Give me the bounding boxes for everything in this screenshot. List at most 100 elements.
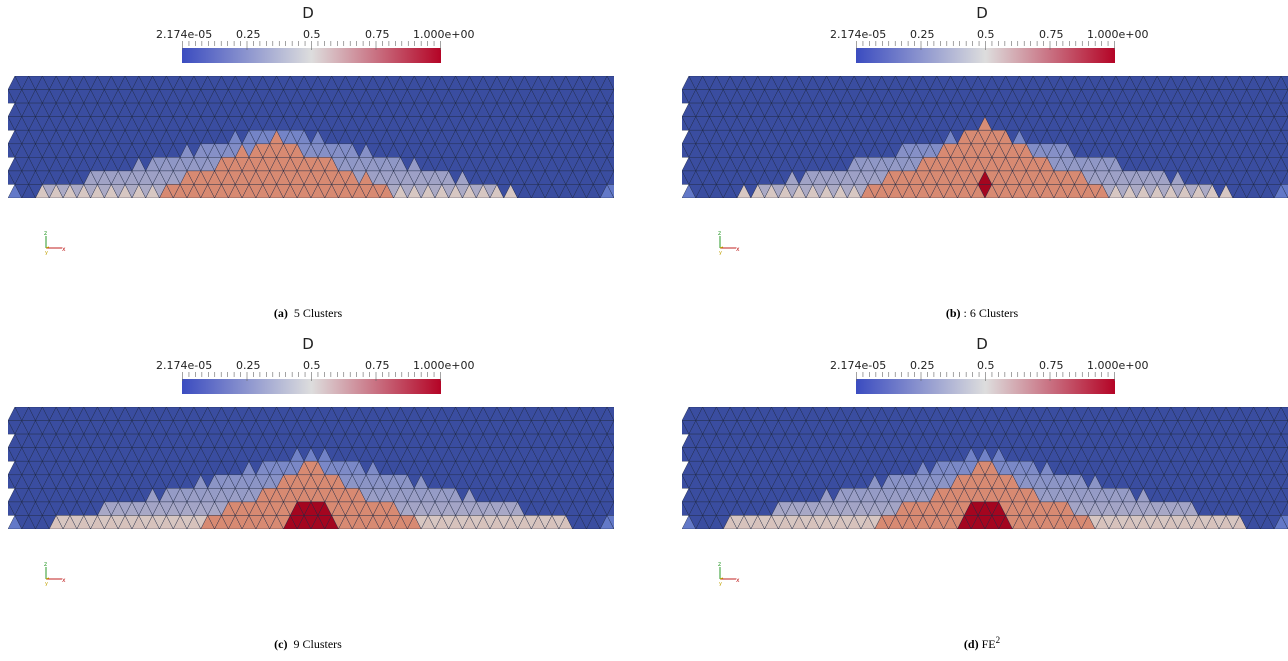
x-axis-label: x <box>736 246 740 253</box>
colorbar-tick-025: 0.25 <box>236 359 261 372</box>
colorbar-title: D <box>302 335 314 353</box>
mesh-element <box>606 420 614 435</box>
y-axis-line <box>719 577 724 580</box>
mesh-element <box>1280 157 1288 172</box>
mesh-element <box>606 488 614 503</box>
mesh-element <box>1280 130 1288 145</box>
colorbar-tick-075: 0.75 <box>1039 28 1064 41</box>
mesh-element <box>606 76 614 91</box>
colorbar <box>182 372 441 394</box>
colorbar-tick-075: 0.75 <box>1039 359 1064 372</box>
mesh-element <box>606 116 614 131</box>
colorbar-tick-05: 0.5 <box>303 28 321 41</box>
mesh-element <box>1280 474 1288 489</box>
colorbar-title: D <box>976 335 988 353</box>
caption-label: (d) <box>963 637 979 651</box>
colorbar-tick-025: 0.25 <box>910 359 935 372</box>
z-axis-label: z <box>718 230 721 237</box>
colorbar-gradient <box>182 379 441 394</box>
mesh-element <box>1280 102 1288 118</box>
colorbar-tick-05: 0.5 <box>977 28 995 41</box>
mesh-element <box>1280 515 1288 529</box>
y-axis-line <box>719 246 724 249</box>
mesh-element <box>1280 184 1288 198</box>
colorbar-tick-075: 0.75 <box>365 28 390 41</box>
colorbar-gradient <box>856 379 1115 394</box>
mesh-element <box>606 157 614 172</box>
panel-caption: (c) 9 Clusters <box>8 635 608 652</box>
colorbar-tick-min: 2.174e-05 <box>156 28 213 41</box>
y-axis-line <box>45 577 50 580</box>
caption-label: (c) <box>274 637 288 651</box>
axes-orientation-icon: z y x <box>44 230 66 256</box>
damage-mesh-plot <box>682 76 1288 198</box>
mesh-element <box>1280 488 1288 503</box>
mesh-element <box>1280 143 1288 158</box>
colorbar-title: D <box>976 4 988 22</box>
mesh-element <box>1280 89 1288 104</box>
caption-sup: 2 <box>995 635 1001 645</box>
colorbar-title: D <box>302 4 314 22</box>
colorbar <box>182 41 441 63</box>
mesh-element <box>606 102 614 118</box>
colorbar <box>856 41 1115 63</box>
axes-orientation-icon: z y x <box>718 230 740 256</box>
colorbar-gradient <box>856 48 1115 63</box>
colorbar-tick-025: 0.25 <box>910 28 935 41</box>
mesh-element <box>1280 420 1288 435</box>
colorbar-tick-min: 2.174e-05 <box>830 28 887 41</box>
colorbar-tick-075: 0.75 <box>365 359 390 372</box>
panel-caption: (b) : 6 Clusters <box>682 304 1282 321</box>
mesh-element <box>606 447 614 462</box>
x-axis-label: x <box>736 577 740 584</box>
mesh-element <box>1280 116 1288 131</box>
colorbar-tick-min: 2.174e-05 <box>156 359 213 372</box>
mesh-element <box>1280 76 1288 91</box>
mesh-element <box>1280 407 1288 422</box>
caption-text: 5 Clusters <box>293 306 343 320</box>
mesh-element <box>606 515 614 529</box>
mesh-element <box>606 433 614 449</box>
z-axis-label: z <box>44 561 47 568</box>
y-axis-label: y <box>45 581 48 587</box>
mesh-element <box>606 184 614 198</box>
panel-caption: (a) 5 Clusters <box>8 304 608 321</box>
y-axis-label: y <box>45 250 48 256</box>
x-axis-label: x <box>62 246 66 253</box>
damage-mesh-plot <box>682 407 1288 529</box>
y-axis-line <box>45 246 50 249</box>
z-axis-label: z <box>718 561 721 568</box>
caption-text: 9 Clusters <box>293 637 342 651</box>
colorbar-tick-025: 0.25 <box>236 28 261 41</box>
caption-text: : 6 Clusters <box>963 306 1019 320</box>
colorbar-tick-05: 0.5 <box>303 359 321 372</box>
mesh-element <box>606 407 614 422</box>
mesh-element <box>606 143 614 158</box>
z-axis-label: z <box>44 230 47 237</box>
x-axis-label: x <box>62 577 66 584</box>
mesh-element <box>1280 170 1288 185</box>
caption-label: (b) <box>945 306 961 320</box>
mesh-element <box>606 170 614 185</box>
caption-label: (a) <box>273 306 288 320</box>
mesh-element <box>606 501 614 516</box>
caption-text: FE <box>981 637 996 651</box>
mesh-element <box>606 89 614 104</box>
damage-mesh-plot <box>8 76 614 198</box>
mesh-element <box>1280 433 1288 449</box>
mesh-element <box>1280 447 1288 462</box>
colorbar-tick-max: 1.000e+00 <box>413 359 475 372</box>
mesh-element <box>1280 501 1288 516</box>
mesh-element <box>606 130 614 145</box>
mesh-element <box>1280 461 1288 476</box>
axes-orientation-icon: z y x <box>44 561 66 587</box>
y-axis-label: y <box>719 581 722 587</box>
colorbar-tick-max: 1.000e+00 <box>1087 359 1149 372</box>
mesh-element <box>606 474 614 489</box>
damage-mesh-plot <box>8 407 614 529</box>
colorbar-tick-min: 2.174e-05 <box>830 359 887 372</box>
